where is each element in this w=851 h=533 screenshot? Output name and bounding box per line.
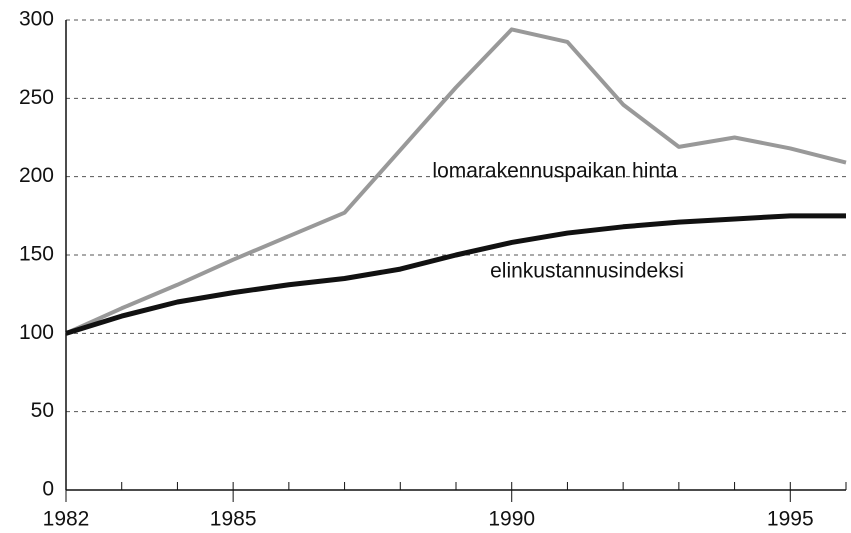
y-tick-label: 250 bbox=[19, 86, 54, 109]
x-tick-label: 1982 bbox=[43, 508, 90, 531]
x-tick-label: 1990 bbox=[488, 508, 535, 531]
y-tick-label: 300 bbox=[19, 8, 54, 31]
x-tick-label: 1985 bbox=[210, 508, 257, 531]
y-tick-label: 100 bbox=[19, 321, 54, 344]
series-line bbox=[65, 213, 846, 336]
series-line bbox=[65, 27, 847, 336]
y-tick-label: 0 bbox=[42, 478, 54, 501]
y-tick-label: 150 bbox=[19, 243, 54, 266]
series-label: elinkustannusindeksi bbox=[490, 260, 684, 283]
y-tick-label: 50 bbox=[31, 399, 54, 422]
series-label: lomarakennuspaikan hinta bbox=[432, 160, 677, 183]
x-tick-label: 1995 bbox=[767, 508, 814, 531]
y-tick-label: 200 bbox=[19, 164, 54, 187]
